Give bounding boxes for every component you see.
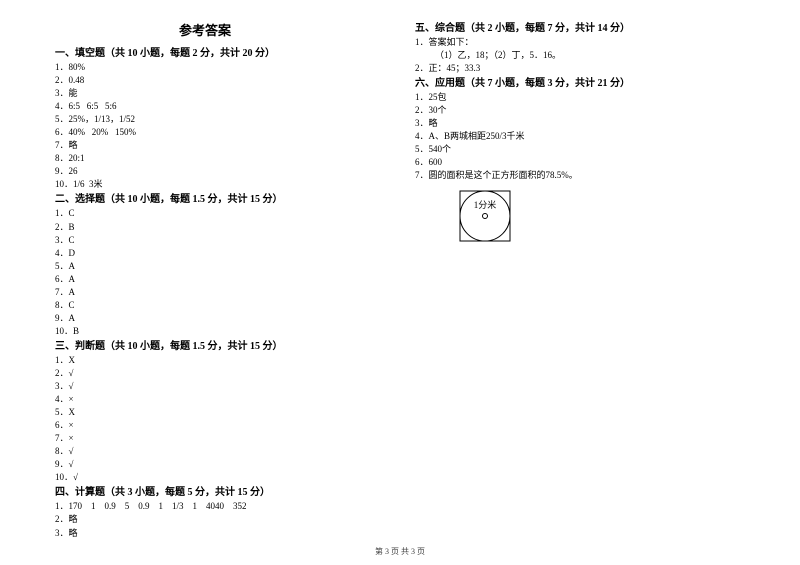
s1-item: 10．1/6 3米: [55, 178, 385, 191]
s2-item: 4．D: [55, 247, 385, 260]
diagram-label: 1分米: [474, 199, 497, 210]
s1-item: 9．26: [55, 165, 385, 178]
s1-item: 8．20:1: [55, 152, 385, 165]
s3-item: 5．X: [55, 406, 385, 419]
s3-item: 7．×: [55, 432, 385, 445]
section-5-head: 五、综合题（共 2 小题，每题 7 分，共计 14 分）: [415, 22, 745, 36]
s2-item: 8．C: [55, 299, 385, 312]
s3-item: 2．√: [55, 367, 385, 380]
s2-item: 2．B: [55, 221, 385, 234]
s3-item: 8．√: [55, 445, 385, 458]
section-3-head: 三、判断题（共 10 小题，每题 1.5 分，共计 15 分）: [55, 340, 385, 354]
s4-item: 3．略: [55, 527, 385, 540]
s6-item: 2．30个: [415, 104, 745, 117]
inscribed-circle-diagram: 1分米: [455, 186, 745, 248]
section-1-head: 一、填空题（共 10 小题，每题 2 分，共计 20 分）: [55, 47, 385, 61]
s6-item: 3．略: [415, 117, 745, 130]
s2-item: 5．A: [55, 260, 385, 273]
s1-item: 4．6:5 6:5 5:6: [55, 100, 385, 113]
s1-item: 7．略: [55, 139, 385, 152]
s1-item: 2．0.48: [55, 74, 385, 87]
s1-item: 6．40% 20% 150%: [55, 126, 385, 139]
s6-item: 4．A、B两城相距250/3千米: [415, 130, 745, 143]
s3-item: 3．√: [55, 380, 385, 393]
section-4-head: 四、计算题（共 3 小题，每题 5 分，共计 15 分）: [55, 486, 385, 500]
s3-item: 6．×: [55, 419, 385, 432]
page-footer: 第 3 页 共 3 页: [0, 546, 800, 557]
s2-item: 1．C: [55, 207, 385, 220]
s2-item: 7．A: [55, 286, 385, 299]
s6-item: 1．25包: [415, 91, 745, 104]
s5-item: （1）乙，18；（2）丁，5．16。: [415, 49, 745, 62]
s6-item: 5．540个: [415, 143, 745, 156]
section-6-head: 六、应用题（共 7 小题，每题 3 分，共计 21 分）: [415, 77, 745, 91]
s2-item: 6．A: [55, 273, 385, 286]
s1-item: 1．80%: [55, 61, 385, 74]
s2-item: 10．B: [55, 325, 385, 338]
s3-item: 1．X: [55, 354, 385, 367]
doc-title: 参考答案: [25, 20, 385, 39]
s5-item: 1．答案如下：: [415, 36, 745, 49]
s1-item: 3．能: [55, 87, 385, 100]
s6-item: 7．圆的面积是这个正方形面积的78.5%。: [415, 169, 745, 182]
s2-item: 3．C: [55, 234, 385, 247]
s1-item: 5．25%，1/13，1/52: [55, 113, 385, 126]
s4-item: 1．170 1 0.9 5 0.9 1 1/3 1 4040 352: [55, 500, 385, 513]
section-2-head: 二、选择题（共 10 小题，每题 1.5 分，共计 15 分）: [55, 193, 385, 207]
s5-item: 2．正：45；33.3: [415, 62, 745, 75]
s3-item: 9．√: [55, 458, 385, 471]
s4-item: 2．略: [55, 513, 385, 526]
s3-item: 10．√: [55, 471, 385, 484]
s6-item: 6．600: [415, 156, 745, 169]
s3-item: 4．×: [55, 393, 385, 406]
s2-item: 9．A: [55, 312, 385, 325]
